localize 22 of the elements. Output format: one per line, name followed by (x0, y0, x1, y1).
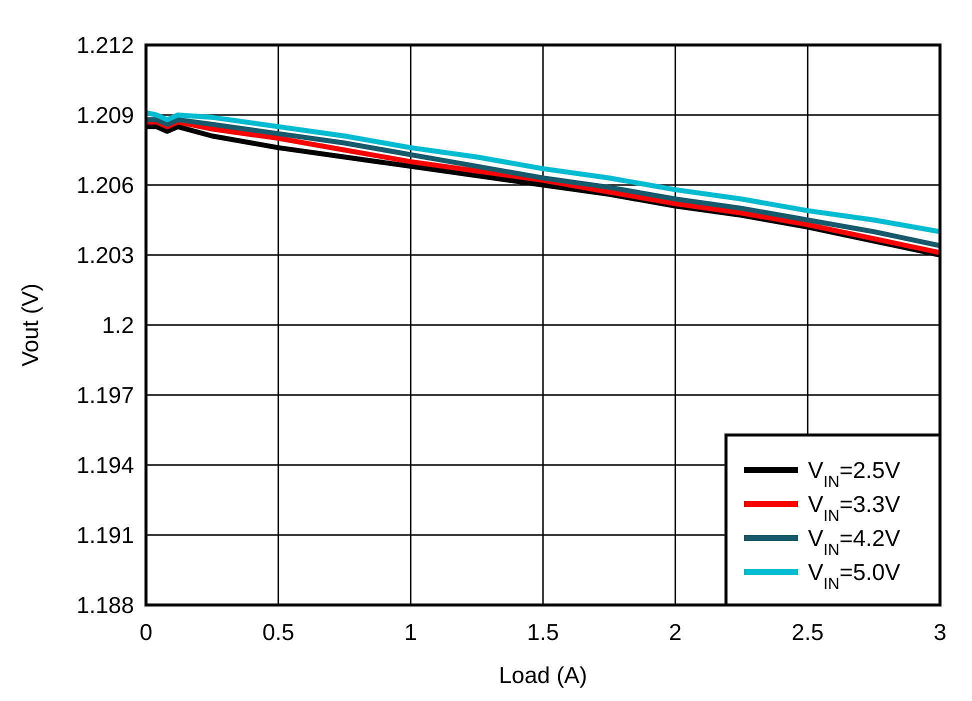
x-tick-label: 1.5 (527, 619, 559, 645)
y-tick-label: 1.188 (76, 592, 134, 618)
y-tick-label: 1.212 (76, 32, 134, 58)
legend-label: V$_{IN}$=5.0V (808, 559, 901, 593)
x-tick-label: 0 (140, 619, 152, 645)
y-tick-label: 1.194 (76, 452, 134, 478)
x-tick-label: 2.5 (792, 619, 824, 645)
y-tick-label: 1.2 (102, 312, 134, 338)
legend-label: V$_{IN}$=3.3V (808, 491, 901, 525)
x-axis-title: Load (A) (498, 662, 588, 688)
legend-label: V$_{IN}$=2.5V (808, 457, 901, 491)
x-tick-label: 3 (934, 619, 946, 645)
y-tick-label: 1.191 (76, 522, 134, 548)
y-tick-label: 1.209 (76, 102, 134, 128)
legend-label: V$_{IN}$=4.2V (808, 525, 901, 559)
y-axis-title: Vout (V) (17, 283, 43, 367)
x-tick-label: 2 (668, 619, 682, 645)
y-tick-label: 1.197 (76, 382, 134, 408)
y-tick-label: 1.206 (76, 172, 134, 198)
x-tick-label: 1 (404, 619, 418, 645)
y-tick-label: 1.203 (76, 242, 134, 268)
x-tick-label: 0.5 (262, 619, 294, 645)
